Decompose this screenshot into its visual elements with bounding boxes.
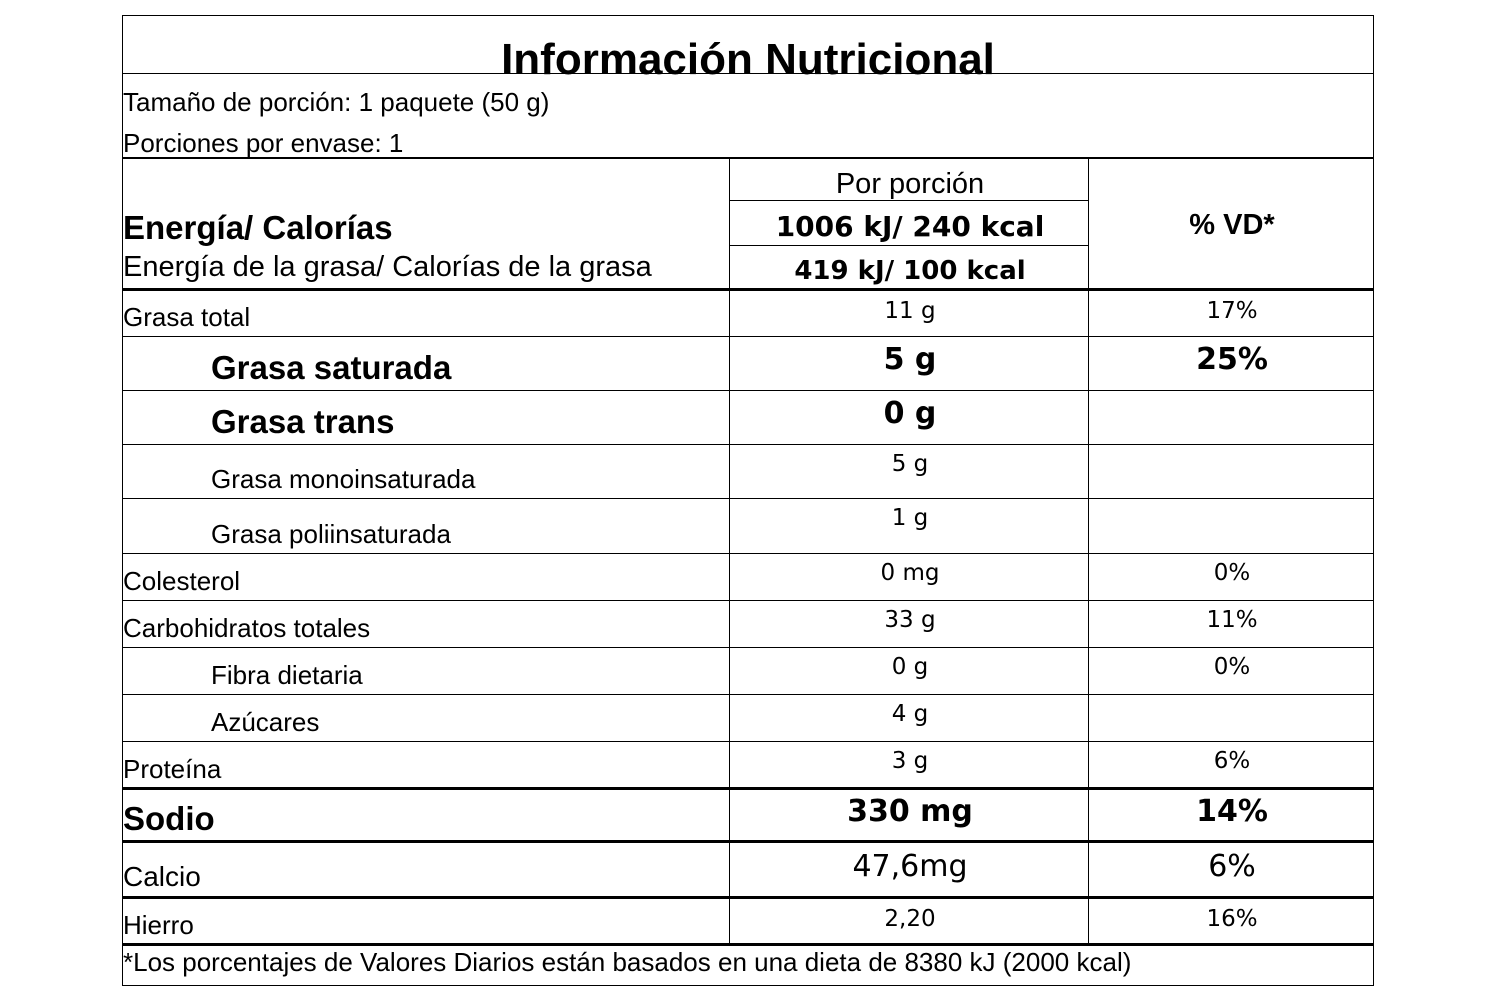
divider: [729, 245, 1088, 246]
divider: [123, 694, 1373, 695]
column-divider: [729, 741, 730, 788]
column-divider: [729, 694, 730, 741]
column-divider: [1088, 336, 1089, 390]
nutrient-amount: 4 g: [891, 701, 929, 727]
column-divider: [1088, 843, 1089, 897]
nutrient-daily-value: 16%: [1206, 906, 1258, 932]
divider: [123, 741, 1373, 742]
column-divider: [1088, 444, 1089, 498]
nutrient-name: Grasa trans: [211, 403, 395, 440]
nutrient-name: Proteína: [123, 754, 222, 784]
column-divider: [1088, 291, 1089, 336]
nutrient-amount: 0 mg: [880, 560, 940, 586]
daily-value-header: % VD*: [1189, 209, 1275, 241]
divider: [123, 840, 1373, 843]
nutrient-amount: 5 g: [883, 342, 937, 377]
column-divider: [729, 600, 730, 647]
column-divider: [1088, 788, 1089, 841]
nutrient-amount: 5 g: [891, 451, 929, 477]
nutrient-name: Colesterol: [123, 566, 241, 596]
nutrient-daily-value: 25%: [1196, 342, 1268, 377]
column-divider: [729, 291, 730, 336]
nutrient-amount: 330 mg: [847, 794, 973, 829]
energy-value: 1006 kJ/ 240 kcal: [775, 210, 1045, 243]
divider: [123, 157, 1373, 159]
column-divider: [729, 444, 730, 498]
energy-label: Energía/ Calorías: [123, 209, 393, 246]
column-divider: [1088, 600, 1089, 647]
column-divider: [729, 647, 730, 694]
column-divider: [729, 498, 730, 553]
fat-energy-label: Energía de la grasa/ Calorías de la gras…: [123, 251, 652, 283]
divider: [123, 498, 1373, 499]
nutrient-name: Hierro: [123, 910, 194, 940]
nutrient-daily-value: 0%: [1213, 654, 1251, 680]
nutrient-daily-value: 14%: [1196, 794, 1268, 829]
column-divider: [1088, 647, 1089, 694]
nutrient-name: Azúcares: [211, 707, 320, 737]
divider: [123, 288, 1373, 291]
divider: [123, 787, 1373, 790]
nutrient-name: Grasa poliinsaturada: [211, 519, 451, 549]
column-divider: [1088, 390, 1089, 444]
servings-per-container: Porciones por envase: 1: [123, 128, 404, 158]
nutrient-amount: 2,20: [884, 906, 936, 932]
nutrient-amount: 3 g: [891, 748, 929, 774]
nutrient-daily-value: 6%: [1208, 849, 1256, 884]
divider: [123, 553, 1373, 554]
nutrient-daily-value: 17%: [1206, 298, 1258, 324]
column-divider: [729, 899, 730, 944]
column-divider: [1088, 694, 1089, 741]
divider: [123, 336, 1373, 337]
label-title: Información Nutricional: [501, 35, 995, 84]
column-divider: [729, 336, 730, 390]
nutrient-name: Grasa saturada: [211, 349, 452, 386]
footnote: *Los porcentajes de Valores Diarios está…: [123, 947, 1132, 977]
column-divider: [1088, 741, 1089, 788]
nutrient-name: Calcio: [123, 861, 201, 892]
column-divider: [729, 390, 730, 444]
nutrient-name: Grasa total: [123, 302, 251, 332]
nutrient-name: Grasa monoinsaturada: [211, 464, 476, 494]
column-divider: [1088, 899, 1089, 944]
column-divider: [729, 159, 730, 288]
column-divider: [729, 843, 730, 897]
nutrient-name: Sodio: [123, 800, 215, 837]
divider: [123, 444, 1373, 445]
nutrient-amount: 0 g: [883, 396, 937, 431]
divider: [123, 600, 1373, 601]
column-divider: [1088, 498, 1089, 553]
divider: [123, 943, 1373, 946]
column-divider: [1088, 553, 1089, 600]
nutrient-daily-value: 11%: [1206, 607, 1258, 633]
nutrient-daily-value: 6%: [1213, 748, 1251, 774]
nutrient-amount: 11 g: [884, 298, 936, 324]
nutrient-daily-value: 0%: [1213, 560, 1251, 586]
divider: [729, 200, 1088, 201]
nutrient-amount: 1 g: [891, 505, 929, 531]
nutrient-amount: 47,6mg: [852, 849, 968, 884]
nutrient-name: Carbohidratos totales: [123, 613, 371, 643]
nutrient-amount: 33 g: [884, 607, 936, 633]
serving-size: Tamaño de porción: 1 paquete (50 g): [123, 87, 550, 117]
nutrition-facts-label: Información Nutricional Tamaño de porció…: [122, 15, 1374, 986]
nutrient-name: Fibra dietaria: [211, 660, 363, 690]
per-serving-header: Por porción: [835, 168, 985, 200]
nutrient-amount: 0 g: [891, 654, 929, 680]
column-divider: [729, 788, 730, 841]
divider: [123, 73, 1373, 74]
fat-energy-value: 419 kJ/ 100 kcal: [794, 256, 1026, 286]
column-divider: [1088, 159, 1089, 288]
divider: [123, 647, 1373, 648]
column-divider: [729, 553, 730, 600]
divider: [123, 896, 1373, 899]
divider: [123, 390, 1373, 391]
